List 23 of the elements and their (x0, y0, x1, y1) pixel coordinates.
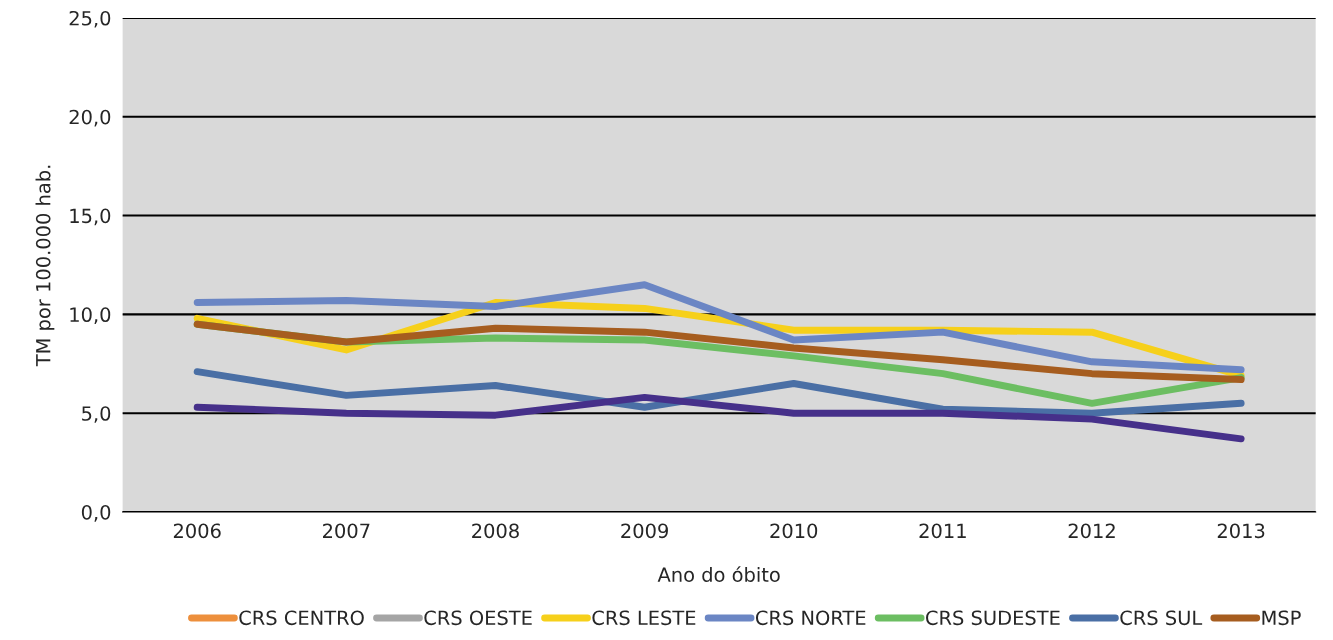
legend-label: CRS SUDESTE (926, 610, 1060, 626)
x-tick-label: 2007 (323, 523, 370, 539)
y-axis-title: TM por 100.000 hab. (35, 165, 55, 367)
y-tick-label: 10,0 (70, 307, 111, 325)
legend-label: CRS LESTE (592, 610, 696, 626)
legend-label: CRS CENTRO (239, 610, 364, 626)
legend-label: CRS SUL (1120, 610, 1203, 626)
y-tick-label: 5,0 (82, 406, 111, 423)
legend-label: CRS NORTE (755, 610, 866, 626)
y-tick-label: 15,0 (70, 208, 111, 226)
legend-label: MSP (1262, 610, 1301, 626)
y-tick-label: 0,0 (81, 504, 111, 522)
x-axis-title: Ano do óbito (657, 566, 780, 582)
x-tick-label: 2011 (919, 523, 966, 539)
x-tick-label: 2008 (472, 523, 519, 539)
legend-label: CRS OESTE (424, 610, 532, 626)
x-tick-label: 2006 (173, 523, 221, 539)
x-tick-label: 2010 (770, 523, 818, 539)
y-tick-label: 25,0 (69, 10, 111, 28)
y-tick-label: 20,0 (69, 109, 111, 127)
x-tick-label: 2013 (1217, 523, 1265, 539)
x-tick-label: 2012 (1068, 523, 1115, 539)
x-tick-label: 2009 (621, 523, 668, 539)
